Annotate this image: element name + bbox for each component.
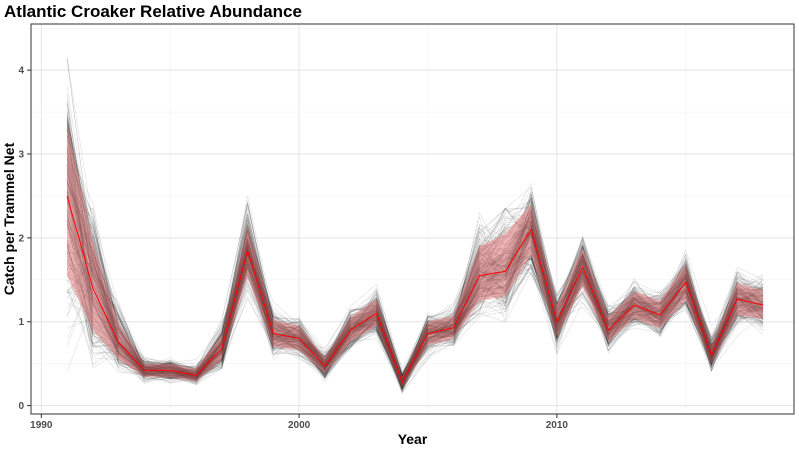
simulation-trace (66, 109, 764, 381)
simulation-trace (66, 135, 764, 381)
mean-series-line (66, 195, 764, 384)
y-tick-label: 3 (18, 150, 24, 161)
simulation-trace (66, 127, 764, 378)
simulation-trace (66, 131, 764, 378)
simulation-trace (66, 94, 764, 381)
simulation-trace (66, 136, 764, 378)
simulation-traces (66, 57, 764, 394)
simulation-trace (66, 128, 764, 386)
simulation-trace (66, 148, 764, 373)
simulation-trace (66, 100, 764, 383)
simulation-trace (66, 121, 764, 379)
simulation-trace (66, 103, 764, 384)
y-tick-label: 1 (18, 317, 24, 328)
simulation-trace (66, 151, 764, 381)
chart-title: Atlantic Croaker Relative Abundance (4, 2, 302, 21)
simulation-trace (66, 124, 764, 382)
y-tick-label: 2 (18, 233, 24, 244)
simulation-trace (66, 124, 764, 382)
simulation-trace (66, 155, 764, 377)
simulation-trace (66, 118, 764, 380)
simulation-trace (66, 112, 764, 384)
simulation-trace (66, 120, 764, 383)
simulation-trace (66, 118, 764, 382)
simulation-trace (66, 128, 764, 376)
simulation-trace (66, 129, 764, 381)
simulation-trace (66, 57, 764, 387)
simulation-trace (66, 117, 764, 378)
simulation-trace (66, 122, 764, 379)
simulation-trace (66, 115, 764, 383)
simulation-trace (66, 100, 764, 379)
simulation-trace (66, 148, 764, 378)
simulation-trace (66, 172, 764, 374)
x-tick-label: 2000 (288, 420, 311, 431)
axes: 1990 2000 2010 0 1 2 3 4 (18, 66, 568, 431)
simulation-trace (66, 129, 764, 381)
x-tick-label: 1990 (30, 420, 53, 431)
simulation-trace (66, 103, 764, 380)
simulation-trace (66, 123, 764, 382)
simulation-trace (66, 171, 764, 378)
simulation-trace (66, 115, 764, 381)
grid (31, 24, 794, 414)
mean-line (66, 195, 764, 384)
simulation-trace (66, 146, 764, 376)
x-tick-label: 2010 (546, 420, 569, 431)
y-axis-title: Catch per Trammel Net (1, 142, 17, 295)
y-tick-label: 0 (18, 401, 24, 412)
y-tick-label: 4 (18, 66, 24, 77)
simulation-trace (66, 228, 764, 387)
panel-border (30, 23, 795, 415)
x-axis-title: Year (398, 431, 428, 447)
